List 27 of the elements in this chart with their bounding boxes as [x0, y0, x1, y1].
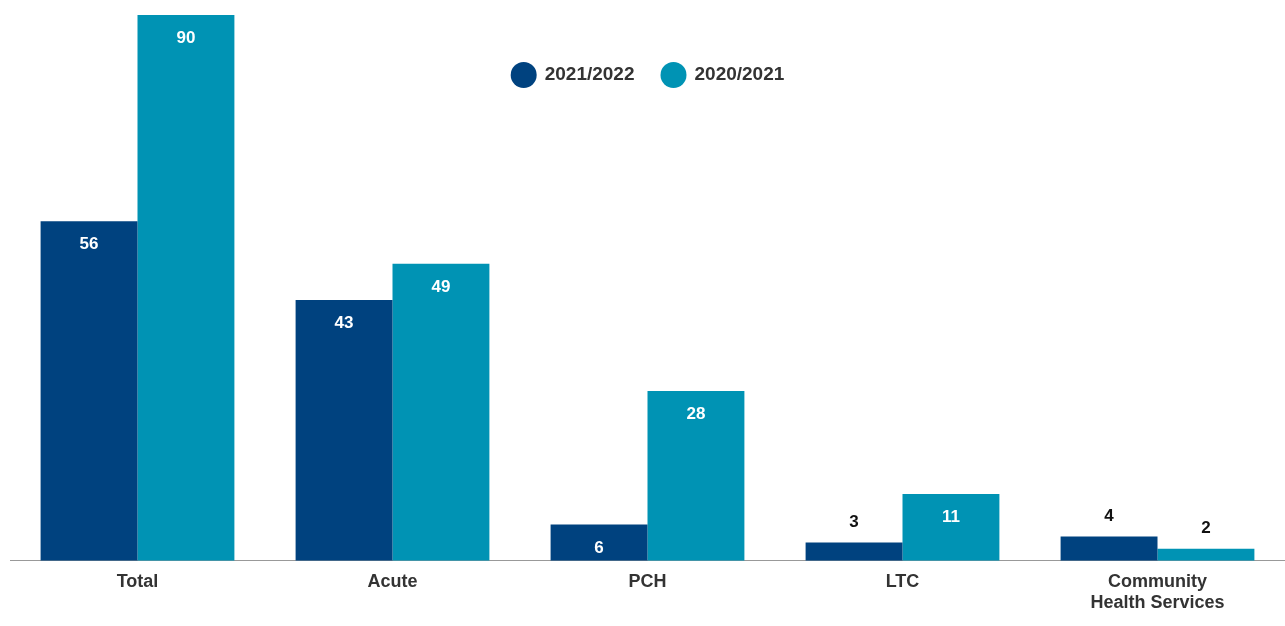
data-label: 56	[79, 234, 99, 254]
bar	[40, 221, 138, 561]
bar	[1060, 536, 1158, 561]
bar	[902, 494, 1000, 561]
data-label: 2	[1201, 517, 1211, 537]
data-label: 4	[1104, 505, 1115, 525]
data-label: 28	[686, 404, 706, 424]
data-label: 3	[849, 511, 859, 531]
bar	[805, 542, 903, 561]
data-label: 6	[594, 537, 604, 557]
data-label: 11	[941, 507, 960, 527]
x-tick-label: LTC	[885, 570, 920, 591]
bar	[550, 524, 648, 561]
data-label: 43	[334, 313, 354, 333]
bar	[647, 391, 745, 561]
data-label: 49	[431, 276, 451, 296]
bar	[295, 300, 393, 561]
bar	[1157, 548, 1255, 561]
x-tick-label: Community Health Services	[1090, 570, 1225, 613]
x-tick-label: Total	[116, 570, 159, 591]
legend-label: 2021/2022	[544, 63, 635, 85]
bar	[392, 263, 490, 561]
legend-label: 2020/2021	[694, 63, 785, 85]
bar	[137, 15, 235, 561]
x-tick-label: Acute	[367, 570, 418, 591]
x-tick-label: PCH	[628, 570, 667, 591]
data-label: 90	[176, 28, 196, 48]
